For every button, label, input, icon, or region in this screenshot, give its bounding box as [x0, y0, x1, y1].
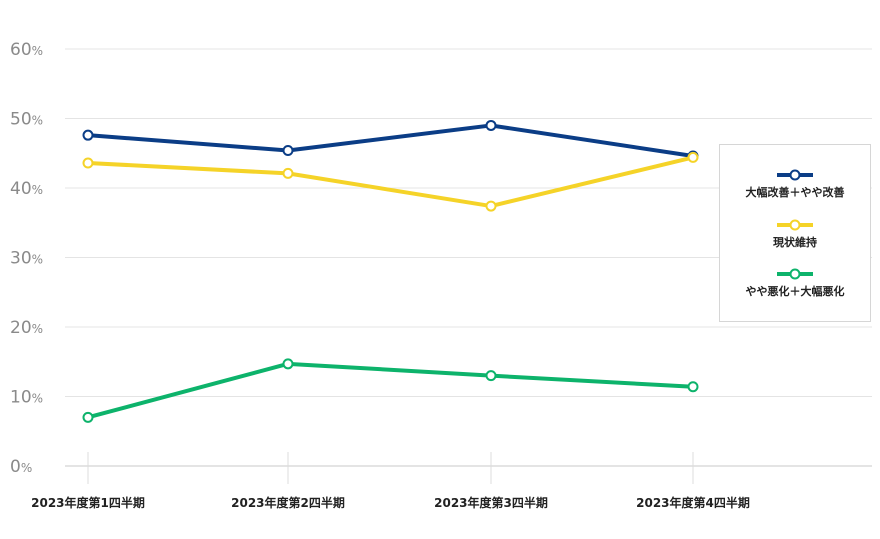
legend-swatch-marker — [789, 268, 801, 280]
y-axis: 0%10%20%30%40%50%60% — [10, 40, 43, 477]
y-tick-label: 40% — [10, 179, 43, 199]
legend-swatch-marker — [789, 169, 801, 181]
x-axis: 2023年度第1四半期 2023年度第2四半期 2023年度第3四半期 2023年度第… — [31, 452, 750, 510]
x-tick-label: 2023年度第1四半期 — [31, 495, 145, 510]
x-tick-label: 2023年度第4四半期 — [636, 495, 750, 510]
data-point — [485, 200, 497, 212]
y-tick-value: 20 — [10, 318, 32, 338]
x-tick-label: 2023年度第2四半期 — [231, 495, 345, 510]
legend-item: 大幅改善＋やや改善 — [746, 169, 845, 199]
legend-label: 大幅改善＋やや改善 — [746, 185, 845, 199]
data-point — [485, 370, 497, 382]
y-tick-unit: % — [32, 253, 43, 267]
legend-item: 現状維持 — [773, 219, 817, 249]
series-2 — [82, 151, 699, 212]
data-point — [82, 129, 94, 141]
data-point — [282, 167, 294, 179]
y-tick-value: 10 — [10, 388, 32, 408]
y-tick-value: 30 — [10, 249, 32, 269]
y-tick-label: 10% — [10, 388, 43, 408]
y-tick-unit: % — [32, 114, 43, 128]
data-point — [485, 119, 497, 131]
legend-label: 現状維持 — [773, 235, 817, 249]
y-tick-label: 60% — [10, 40, 43, 60]
series-layer — [82, 119, 699, 423]
y-tick-unit: % — [32, 322, 43, 336]
y-tick-label: 20% — [10, 318, 43, 338]
y-tick-unit: % — [32, 44, 43, 58]
series-line — [86, 361, 695, 420]
legend-label: やや悪化＋大幅悪化 — [746, 284, 845, 298]
data-point — [282, 144, 294, 156]
data-point — [282, 358, 294, 370]
y-tick-unit: % — [32, 392, 43, 406]
series-3 — [82, 358, 699, 423]
data-point — [687, 151, 699, 163]
y-tick-value: 60 — [10, 40, 32, 60]
y-tick-value: 0 — [10, 457, 21, 477]
y-tick-label: 30% — [10, 249, 43, 269]
y-tick-unit: % — [21, 461, 32, 475]
gridlines — [65, 48, 872, 467]
data-point — [82, 411, 94, 423]
series-line — [86, 155, 695, 209]
series-line — [86, 123, 695, 159]
y-tick-label: 0% — [10, 457, 32, 477]
y-tick-value: 40 — [10, 179, 32, 199]
data-point — [82, 157, 94, 169]
legend-swatch-marker — [789, 219, 801, 231]
data-point — [687, 381, 699, 393]
y-tick-unit: % — [32, 183, 43, 197]
y-tick-value: 50 — [10, 110, 32, 130]
x-tick-label: 2023年度第3四半期 — [434, 495, 548, 510]
y-tick-label: 50% — [10, 110, 43, 130]
series-1 — [82, 119, 699, 162]
legend-item: やや悪化＋大幅悪化 — [746, 268, 845, 298]
